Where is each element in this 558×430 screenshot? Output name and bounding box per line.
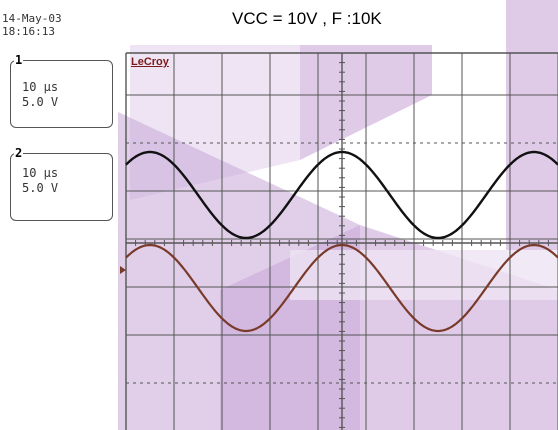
triangle-right-marker-icon: [120, 266, 126, 274]
channel-2-number: 2: [14, 146, 24, 160]
channel-2-trace: [125, 243, 558, 333]
channel-1-box[interactable]: [10, 60, 113, 128]
scope-grid: [125, 52, 558, 430]
channel-1-trace: [125, 150, 558, 240]
channel-2-volts: 5.0 V: [22, 181, 59, 195]
channel-2-box[interactable]: [10, 153, 113, 221]
overlay-shape-3: [506, 0, 558, 250]
channel-1-timebase: 10 μs: [22, 80, 59, 94]
capture-date: 14-May-03: [2, 12, 62, 25]
channel-1-number: 1: [14, 53, 24, 67]
brand-logo: LeCroy: [131, 56, 169, 68]
channel-2-timebase: 10 μs: [22, 166, 59, 180]
capture-time: 18:16:13: [2, 25, 55, 38]
measurement-title: VCC = 10V , F :10K: [232, 9, 382, 28]
channel-1-volts: 5.0 V: [22, 95, 59, 109]
